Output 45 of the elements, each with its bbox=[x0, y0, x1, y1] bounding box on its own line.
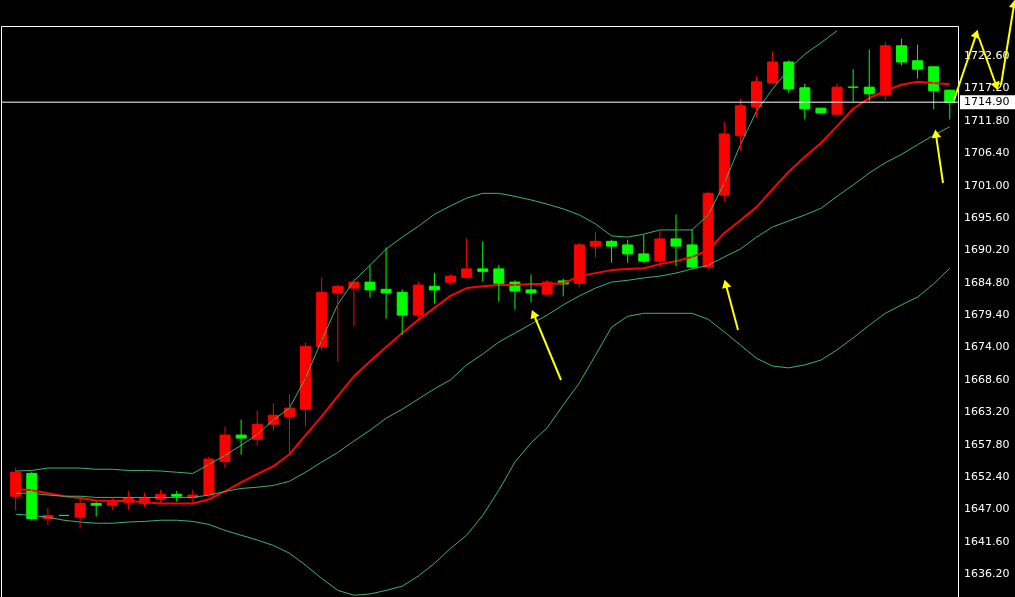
y-tick-label: 1717.20 bbox=[964, 81, 1010, 95]
y-tick-label: 1695.60 bbox=[964, 210, 1010, 224]
y-tick-label: 1641.60 bbox=[964, 534, 1010, 548]
candlestick bbox=[670, 214, 682, 267]
candlestick bbox=[654, 229, 666, 268]
y-tick-label: 1706.40 bbox=[964, 146, 1010, 160]
candlestick bbox=[638, 234, 650, 264]
candlestick bbox=[847, 69, 859, 102]
candlestick bbox=[348, 278, 360, 327]
candlestick bbox=[380, 247, 392, 319]
candlestick bbox=[445, 274, 457, 285]
ref-line-label: 1714.90 bbox=[964, 95, 1010, 109]
y-tick-label: 1663.20 bbox=[964, 405, 1010, 419]
candlestick bbox=[606, 239, 618, 263]
candlestick bbox=[235, 419, 247, 455]
candlestick bbox=[396, 289, 408, 335]
candlestick bbox=[90, 501, 102, 517]
candlestick bbox=[461, 238, 473, 279]
y-tick-label: 1647.00 bbox=[964, 502, 1010, 516]
y-tick-label: 1652.40 bbox=[964, 470, 1010, 484]
candlestick bbox=[525, 274, 537, 303]
y-tick-label: 1701.00 bbox=[964, 178, 1010, 192]
candlestick bbox=[815, 107, 827, 114]
y-tick-label: 1657.80 bbox=[964, 437, 1010, 451]
candlestick bbox=[895, 38, 907, 66]
candlestick bbox=[332, 284, 344, 362]
candlestick bbox=[589, 232, 601, 258]
candlestick bbox=[912, 44, 924, 79]
candlestick bbox=[622, 239, 634, 263]
y-tick-label: 1674.00 bbox=[964, 340, 1010, 354]
candlestick bbox=[493, 264, 505, 302]
y-tick-label: 1690.20 bbox=[964, 243, 1010, 257]
line-series bbox=[15, 267, 951, 596]
y-tick-label: 1684.80 bbox=[964, 275, 1010, 289]
candlestick bbox=[428, 272, 440, 304]
candlestick bbox=[477, 241, 489, 282]
candlestick bbox=[412, 281, 424, 321]
candlestick bbox=[767, 51, 779, 84]
y-tick-label: 1679.40 bbox=[964, 308, 1010, 322]
y-tick-label: 1711.80 bbox=[964, 113, 1010, 127]
candlestick bbox=[171, 490, 183, 502]
y-tick-label: 1668.60 bbox=[964, 372, 1010, 386]
candlestick bbox=[364, 265, 376, 298]
y-tick-label: 1636.20 bbox=[964, 567, 1010, 581]
candlestick bbox=[734, 98, 746, 151]
